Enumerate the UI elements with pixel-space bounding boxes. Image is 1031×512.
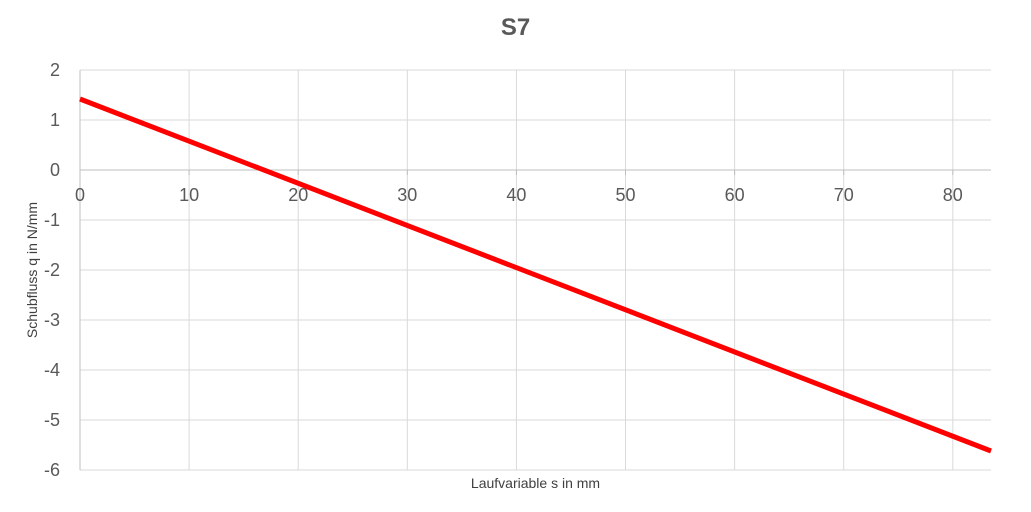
x-tick-label: 60 xyxy=(725,185,745,205)
chart-title: S7 xyxy=(500,14,531,41)
x-tick-label: 80 xyxy=(943,185,963,205)
y-tick-label: -2 xyxy=(44,260,60,280)
y-tick-label: 2 xyxy=(50,60,60,80)
grid xyxy=(79,69,991,471)
axes: 210-1-2-3-4-5-60 10 20 30 40 50 60 70 80 xyxy=(44,60,991,480)
x-axis-label: Laufvariable s in mm xyxy=(470,475,601,491)
x-tick-label: 10 xyxy=(179,185,199,205)
x-tick-label: 30 xyxy=(397,185,417,205)
x-tick-label: 0 xyxy=(75,185,85,205)
y-tick-label: -5 xyxy=(44,410,60,430)
x-tick-label: 70 xyxy=(834,185,854,205)
x-tick-label: 20 xyxy=(288,185,308,205)
y-axis-label: Schubfluss q in N/mm xyxy=(24,201,40,339)
x-tick-label: 40 xyxy=(506,185,526,205)
y-tick-label: 0 xyxy=(50,160,60,180)
y-tick-label: -1 xyxy=(44,210,60,230)
y-tick-label: -6 xyxy=(44,460,60,480)
series-layer xyxy=(79,96,992,454)
x-tick-label: 50 xyxy=(615,185,635,205)
y-tick-label: -4 xyxy=(44,360,60,380)
y-tick-label: -3 xyxy=(44,310,60,330)
y-tick-label: 1 xyxy=(50,110,60,130)
series-line xyxy=(79,96,992,454)
